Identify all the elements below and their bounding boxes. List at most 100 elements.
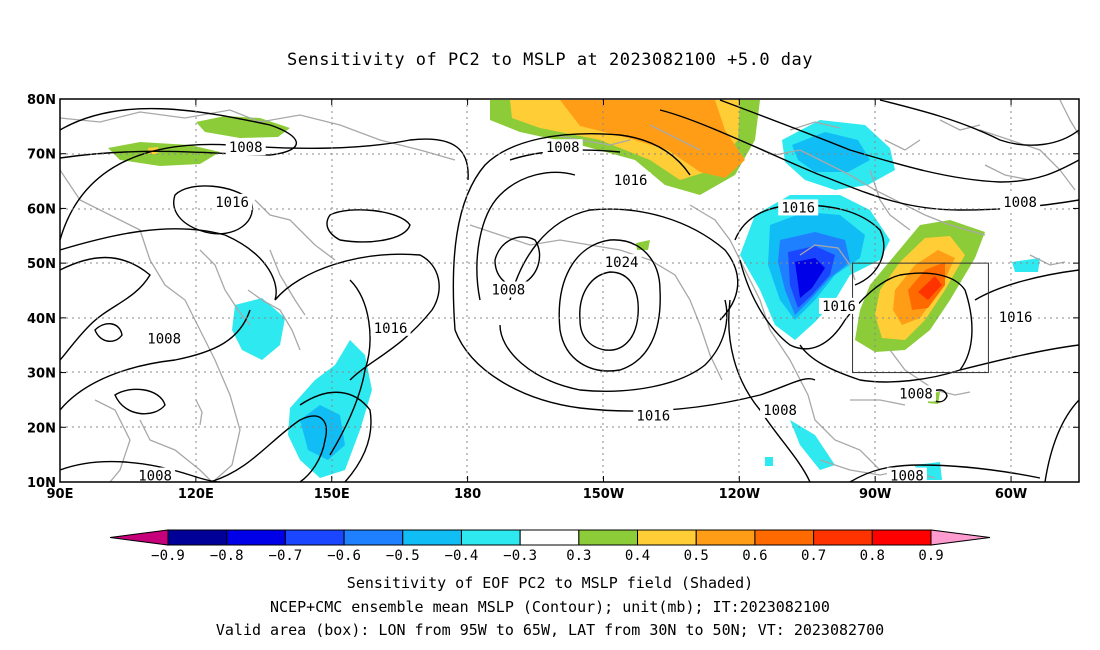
lon-tick-label: 120E: [178, 487, 214, 502]
lat-tick-label: 70N: [27, 148, 56, 163]
colorbar-label: 0.7: [801, 548, 826, 564]
contour-label: 1016: [374, 321, 408, 337]
colorbar-label: 0.6: [742, 548, 767, 564]
colorbar-label: −0.8: [210, 548, 244, 564]
contour-label: 1016: [614, 173, 648, 189]
colorbar-label: −0.6: [327, 548, 361, 564]
shade-small-patch: [765, 457, 773, 466]
shade-hudson-negative: [792, 132, 870, 172]
contour-label-bg: [610, 172, 651, 189]
colorbar-label: 0.5: [684, 548, 709, 564]
lat-tick-label: 40N: [27, 312, 56, 327]
lat-tick-label: 80N: [27, 93, 56, 108]
contour-label-bg: [760, 401, 801, 418]
shade-small-patch: [1012, 258, 1040, 272]
colorbar-cell: [519, 529, 580, 546]
longitude-axis: 90E 120E 150E 180 150W 120W 90W 60W: [47, 99, 1027, 502]
contour-label-bg: [144, 330, 185, 347]
contour-label: 1016: [215, 195, 249, 211]
coastlines: [60, 99, 1079, 482]
latitude-axis: 80N 70N 60N 50N 40N 30N 20N 10N: [27, 93, 1079, 491]
shade-small-patch: [636, 240, 650, 250]
lon-tick-label: 120W: [719, 487, 760, 502]
colorbar-label: −0.5: [386, 548, 420, 564]
colorbar-cell: [754, 529, 815, 546]
contour-label-bg: [542, 139, 583, 156]
contour-label-bg: [225, 139, 266, 156]
shade-arctic-positive: [560, 100, 745, 178]
colorbar-label: 0.3: [566, 548, 591, 564]
colorbar-cell: [167, 529, 228, 546]
lat-tick-label: 30N: [27, 367, 56, 382]
contour-label-bg: [633, 407, 674, 424]
lat-tick-label: 20N: [27, 421, 56, 436]
colorbar-cell: [226, 529, 286, 546]
shade-japan-negative: [232, 298, 285, 360]
colorbar-cell: [637, 529, 697, 546]
contour-label: 1008: [492, 283, 526, 299]
lon-tick-label: 180: [454, 487, 481, 502]
contour-label-bg: [1000, 193, 1041, 210]
contour-label: 1008: [229, 140, 263, 156]
colorbar-cell: [695, 529, 756, 546]
contour-label: 1016: [781, 200, 815, 216]
colorbar-cell: [284, 529, 345, 546]
contour-label-bg: [886, 467, 927, 484]
caption-contour: NCEP+CMC ensemble mean MSLP (Contour); u…: [270, 598, 830, 616]
colorbar-label: −0.9: [151, 548, 185, 564]
contour-label: 1008: [546, 140, 580, 156]
colorbar-cell: [871, 529, 932, 546]
figure-title: Sensitivity of PC2 to MSLP at 2023082100…: [286, 50, 813, 70]
lon-tick-label: 90W: [859, 487, 891, 502]
lon-tick-label: 60W: [995, 487, 1027, 502]
colorbar-label: 0.4: [625, 548, 650, 564]
colorbar-label: −0.4: [445, 548, 479, 564]
colorbar-high-triangle: [930, 529, 991, 546]
colorbar-cell: [578, 529, 639, 546]
lat-tick-label: 10N: [27, 476, 56, 491]
shade-central-na-negative: [795, 258, 825, 298]
colorbar-cell: [460, 529, 521, 546]
colorbar-cell: [402, 529, 462, 546]
colorbar-label: 0.9: [918, 548, 943, 564]
contour-label: 1008: [899, 386, 933, 402]
lat-tick-label: 60N: [27, 202, 56, 217]
contour-label: 1008: [147, 332, 181, 348]
caption-shading: Sensitivity of EOF PC2 to MSLP field (Sh…: [346, 574, 754, 592]
contour-label: 1008: [763, 403, 797, 419]
colorbar-label: −0.3: [503, 548, 537, 564]
lon-tick-label: 150E: [314, 487, 350, 502]
lon-tick-label: 90E: [47, 487, 74, 502]
shade-small-patch: [790, 420, 835, 470]
contour-label-bg: [778, 199, 819, 216]
contour-label-bg: [601, 254, 642, 271]
contour-labels: 1008 1016 1008 1016 1008 1008 1016 1008 1024 1016…: [135, 139, 1041, 485]
contour-label-bg: [995, 308, 1036, 325]
contour-label: 1016: [636, 408, 670, 424]
colorbar-label: 0.8: [860, 548, 885, 564]
shade-east-us-positive: [918, 276, 942, 300]
map-frame: [59, 98, 1080, 483]
contour-label: 1008: [890, 469, 924, 485]
shade-pacific-negative: [300, 405, 345, 460]
contour-label: 1016: [822, 299, 856, 315]
colorbar-label: −0.7: [269, 548, 303, 564]
mslp-contours: [60, 99, 1079, 482]
contour-label-bg: [895, 385, 936, 402]
colorbar-low-triangle: [109, 529, 169, 546]
contour-label-bg: [212, 193, 253, 210]
lon-tick-label: 150W: [583, 487, 624, 502]
colorbar-cell: [813, 529, 873, 546]
colorbar: −0.9 −0.8 −0.7 −0.6 −0.5 −0.4 −0.3 0.3 0.4 0.5 0.6…: [109, 529, 991, 564]
sensitivity-shading: [108, 100, 1040, 480]
contour-label-bg: [488, 281, 529, 298]
contour-label: 1008: [138, 469, 172, 485]
caption-valid-area: Valid area (box): LON from 95W to 65W, L…: [215, 621, 885, 639]
contour-label: 1016: [999, 310, 1033, 326]
contour-label: 1024: [605, 255, 639, 271]
colorbar-cell: [343, 529, 404, 546]
contour-label: 1008: [1003, 195, 1037, 211]
valid-area-box: [852, 262, 989, 374]
contour-label-bg: [135, 467, 176, 484]
